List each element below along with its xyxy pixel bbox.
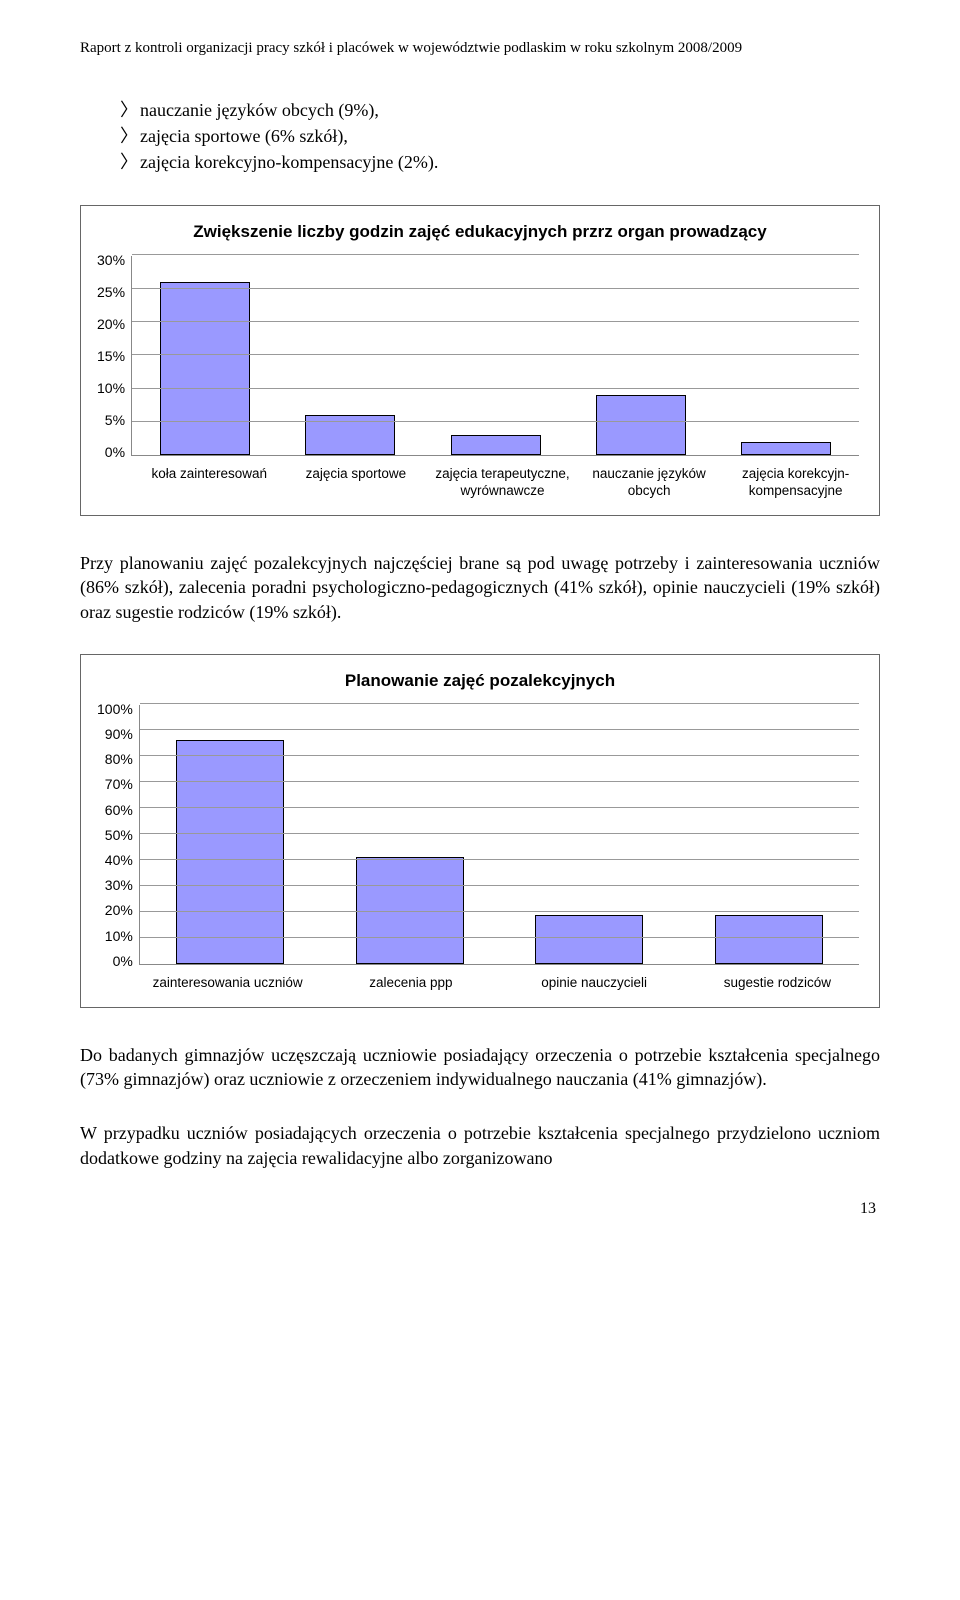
chart-2-title: Planowanie zajęć pozalekcyjnych [91,671,869,691]
gridline [140,859,859,860]
gridline [132,388,859,389]
bar [160,282,250,455]
y-tick-label: 20% [105,902,133,918]
gridline [140,703,859,704]
bullet-item: zajęcia korekcyjno-kompensacyjne (2%). [120,149,880,175]
gridline [140,781,859,782]
page-header: Raport z kontroli organizacji pracy szkó… [80,40,880,57]
chart-2-bars [140,705,859,964]
page-number: 13 [80,1200,880,1218]
y-tick-label: 60% [105,802,133,818]
y-tick-label: 30% [97,252,125,268]
bullet-item: zajęcia sportowe (6% szkół), [120,123,880,149]
x-tick-label: zajęcia korekcyjn-kompensacyjne [722,466,869,500]
y-tick-label: 50% [105,827,133,843]
bar [741,442,831,455]
y-tick-label: 90% [105,726,133,742]
bullet-item: nauczanie języków obcych (9%), [120,97,880,123]
x-tick-label: opinie nauczycieli [503,975,686,992]
gridline [140,755,859,756]
gridline [132,288,859,289]
paragraph-2: Do badanych gimnazjów uczęszczają ucznio… [80,1043,880,1092]
bar [535,915,643,964]
y-tick-label: 40% [105,852,133,868]
gridline [140,807,859,808]
chart-2-x-labels: zainteresowania uczniówzalecenia pppopin… [91,975,869,992]
x-tick-label: zajęcia sportowe [283,466,430,500]
gridline [132,254,859,255]
paragraph-3: W przypadku uczniów posiadających orzecz… [80,1121,880,1170]
y-tick-label: 100% [97,701,133,717]
gridline [140,885,859,886]
gridline [140,729,859,730]
y-tick-label: 15% [97,348,125,364]
chart-1-x-labels: koła zainteresowańzajęcia sportowezajęci… [91,466,869,500]
gridline [132,354,859,355]
x-tick-label: zalecenia ppp [319,975,502,992]
y-tick-label: 5% [105,412,125,428]
x-tick-label: koła zainteresowań [136,466,283,500]
gridline [132,421,859,422]
y-tick-label: 30% [105,877,133,893]
chart-2: Planowanie zajęć pozalekcyjnych 100% 90% 8… [80,654,880,1008]
bar [715,915,823,964]
bullet-list: nauczanie języków obcych (9%), zajęcia s… [80,97,880,175]
gridline [132,321,859,322]
chart-1-y-axis: 30% 25% 20% 15% 10% 5% 0% [97,252,131,460]
gridline [140,911,859,912]
gridline [140,937,859,938]
bar [176,740,284,964]
y-tick-label: 70% [105,776,133,792]
x-tick-label: sugestie rodziców [686,975,869,992]
x-tick-label: zajęcia terapeutyczne, wyrównawcze [429,466,576,500]
gridline [140,833,859,834]
x-tick-label: nauczanie języków obcych [576,466,723,500]
paragraph-1: Przy planowaniu zajęć pozalekcyjnych naj… [80,551,880,624]
y-tick-label: 0% [105,444,125,460]
chart-1: Zwiększenie liczby godzin zajęć edukacyj… [80,205,880,516]
y-tick-label: 80% [105,751,133,767]
y-tick-label: 25% [97,284,125,300]
chart-1-title: Zwiększenie liczby godzin zajęć edukacyj… [91,222,869,242]
x-tick-label: zainteresowania uczniów [136,975,319,992]
chart-1-bars [132,256,859,455]
chart-2-y-axis: 100% 90% 80% 70% 60% 50% 40% 30% 20% 10% 0% [97,701,139,969]
y-tick-label: 0% [113,953,133,969]
bar [596,395,686,455]
y-tick-label: 20% [97,316,125,332]
bar [451,435,541,455]
chart-1-plot [131,256,859,456]
y-tick-label: 10% [105,928,133,944]
chart-2-plot [139,705,859,965]
y-tick-label: 10% [97,380,125,396]
